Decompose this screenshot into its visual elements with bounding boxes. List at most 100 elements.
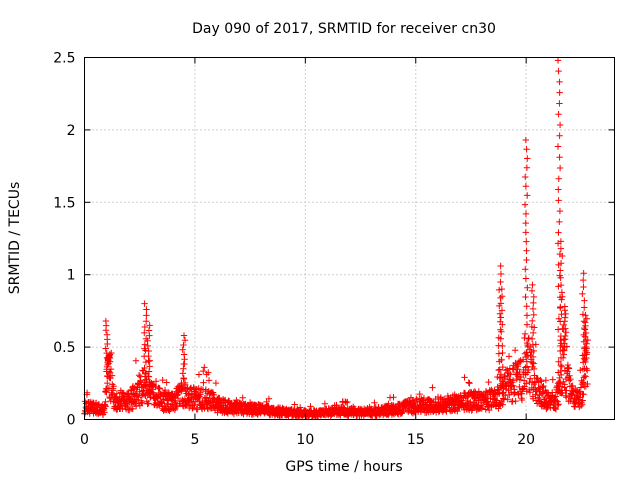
- data-point: [549, 376, 556, 383]
- data-point: [200, 379, 207, 386]
- data-point: [513, 375, 520, 383]
- x-tick-label: 0: [80, 432, 89, 448]
- data-point: [561, 381, 568, 388]
- data-point: [580, 359, 587, 366]
- data-point: [554, 143, 562, 150]
- data-point: [579, 352, 586, 359]
- data-point: [141, 329, 148, 337]
- data-point: [522, 210, 530, 218]
- data-point: [180, 332, 188, 339]
- data-point: [107, 397, 114, 405]
- data-point: [143, 306, 150, 313]
- data-point: [551, 405, 559, 412]
- data-point: [528, 335, 536, 343]
- data-point: [523, 302, 530, 310]
- data-point: [530, 299, 537, 307]
- data-point: [580, 391, 587, 398]
- data-point: [479, 403, 486, 411]
- data-point: [557, 281, 565, 289]
- data-point: [555, 67, 562, 75]
- data-point: [103, 372, 111, 380]
- data-point: [497, 314, 505, 321]
- data-point: [200, 367, 207, 375]
- data-point: [580, 283, 587, 291]
- x-tick-label: 20: [517, 432, 535, 448]
- data-point: [580, 270, 587, 277]
- data-point: [521, 201, 529, 208]
- data-point: [145, 400, 152, 407]
- data-point: [83, 389, 91, 396]
- data-point: [522, 293, 529, 301]
- data-point: [205, 369, 212, 376]
- data-point: [524, 352, 532, 360]
- data-point: [499, 349, 506, 357]
- data-point: [523, 256, 530, 264]
- data-point: [499, 378, 506, 385]
- data-point: [557, 380, 564, 387]
- data-point: [557, 238, 565, 245]
- data-point: [420, 394, 428, 402]
- data-point: [514, 363, 521, 370]
- data-point: [509, 377, 517, 384]
- data-point: [181, 379, 189, 387]
- data-point: [101, 402, 109, 409]
- data-point: [583, 340, 590, 347]
- data-point: [142, 347, 149, 354]
- data-point: [530, 365, 538, 373]
- data-point: [579, 276, 587, 284]
- data-point: [561, 314, 569, 321]
- data-point: [556, 121, 564, 129]
- data-point: [134, 392, 141, 400]
- data-point: [201, 364, 208, 371]
- data-point: [583, 351, 590, 358]
- data-point: [539, 383, 546, 391]
- data-point: [584, 367, 591, 374]
- data-point: [416, 390, 423, 398]
- data-point: [584, 380, 591, 388]
- data-point: [556, 89, 563, 96]
- data-point: [497, 382, 504, 389]
- y-tick-label: 2: [67, 123, 76, 139]
- data-point: [107, 365, 115, 373]
- data-point: [138, 399, 145, 406]
- data-point: [129, 405, 136, 413]
- data-point: [516, 376, 524, 384]
- data-point: [230, 410, 238, 418]
- data-point: [565, 365, 573, 372]
- data-point: [529, 317, 536, 325]
- data-point: [559, 252, 566, 260]
- data-point: [141, 323, 149, 331]
- data-point: [415, 403, 423, 411]
- data-point: [497, 262, 504, 270]
- data-point: [466, 380, 473, 387]
- data-point: [523, 164, 531, 171]
- data-point: [113, 394, 120, 401]
- data-point: [530, 311, 537, 319]
- data-point: [524, 284, 531, 291]
- data-point: [555, 197, 562, 204]
- data-point: [179, 346, 186, 353]
- x-axis: 0 5 10 15 20: [80, 57, 535, 448]
- data-point: [507, 371, 514, 378]
- data-point: [581, 372, 588, 380]
- data-point: [465, 379, 472, 386]
- data-point: [495, 366, 502, 374]
- data-point: [582, 347, 589, 355]
- data-point: [564, 368, 571, 375]
- data-point: [567, 375, 574, 383]
- data-point: [497, 278, 504, 286]
- data-point: [582, 319, 589, 326]
- data-point: [505, 353, 513, 360]
- data-point: [562, 310, 569, 318]
- data-point: [307, 403, 314, 410]
- x-axis-label: GPS time / hours: [285, 459, 402, 475]
- data-point: [162, 405, 169, 412]
- data-point: [529, 341, 537, 349]
- data-point: [458, 394, 466, 401]
- data-point: [514, 372, 522, 380]
- data-point: [321, 400, 329, 407]
- data-point: [124, 403, 131, 411]
- x-tick-label: 15: [407, 432, 425, 448]
- data-point: [526, 389, 534, 396]
